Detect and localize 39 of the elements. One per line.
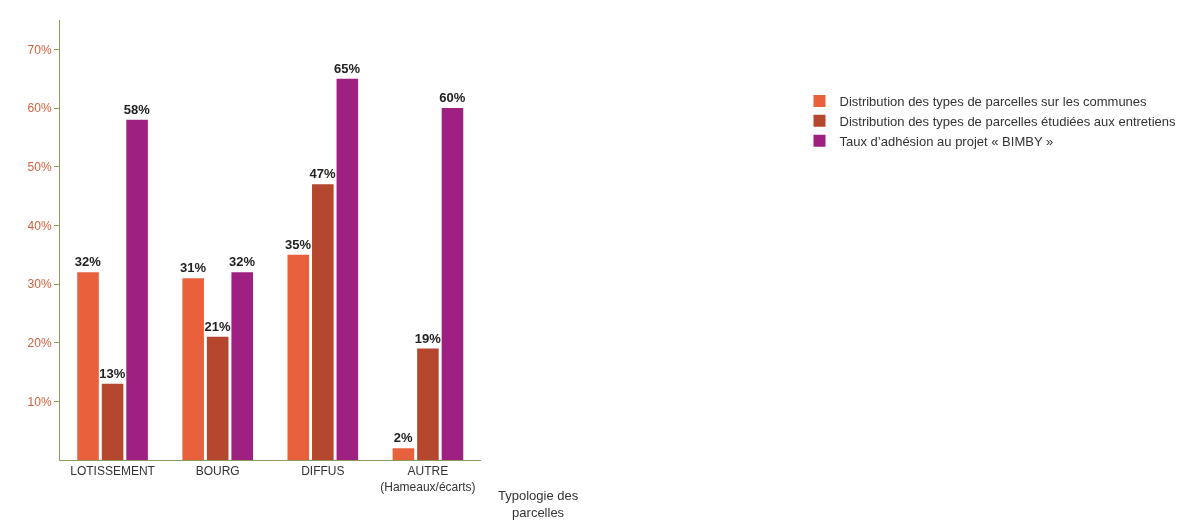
bar xyxy=(287,254,310,460)
data-label: 47% xyxy=(309,166,337,182)
data-label: 31% xyxy=(179,260,207,276)
legend-label: Distribution des types de parcelles sur les communes xyxy=(839,94,1148,110)
data-label: 21% xyxy=(204,318,231,334)
x-tick-label: AUTRE (Hameaux/écarts) xyxy=(380,464,476,494)
bar xyxy=(441,108,464,460)
bar xyxy=(392,448,415,460)
data-label: 35% xyxy=(285,236,312,252)
data-label: 32% xyxy=(74,254,102,270)
y-tick-label: 40% xyxy=(27,218,52,233)
bar xyxy=(126,119,148,460)
legend-label: Taux d’adhésion au projet « BIMBY » xyxy=(839,133,1054,149)
y-tick-label: 60% xyxy=(27,101,52,116)
bar xyxy=(101,383,124,460)
y-tick-label: 20% xyxy=(27,335,52,350)
y-tick-label: 50% xyxy=(27,159,52,174)
x-tick-label: LOTISSEMENT xyxy=(70,464,156,479)
bar xyxy=(77,272,99,460)
bar xyxy=(206,336,229,460)
x-tick-label: DIFFUS xyxy=(301,464,345,479)
y-tick-label: 30% xyxy=(27,277,52,292)
data-label: 32% xyxy=(228,254,256,270)
data-label: 60% xyxy=(439,90,466,105)
x-axis-title: Typologie des parcelles xyxy=(498,488,579,520)
data-label: 2% xyxy=(393,430,414,446)
bar xyxy=(182,278,204,460)
y-tick-label: 10% xyxy=(27,394,52,409)
y-tick-label: 70% xyxy=(27,42,52,57)
bar xyxy=(336,78,359,460)
x-tick-label: BOURG xyxy=(195,464,240,479)
data-label: 58% xyxy=(123,101,151,117)
data-label: 13% xyxy=(99,365,126,381)
bar xyxy=(231,272,254,460)
bar xyxy=(312,184,334,460)
bar xyxy=(417,348,439,460)
data-label: 19% xyxy=(414,330,442,346)
data-label: 65% xyxy=(334,60,361,76)
legend-label: Distribution des types de parcelles étudiées aux entretiens xyxy=(839,113,1177,129)
